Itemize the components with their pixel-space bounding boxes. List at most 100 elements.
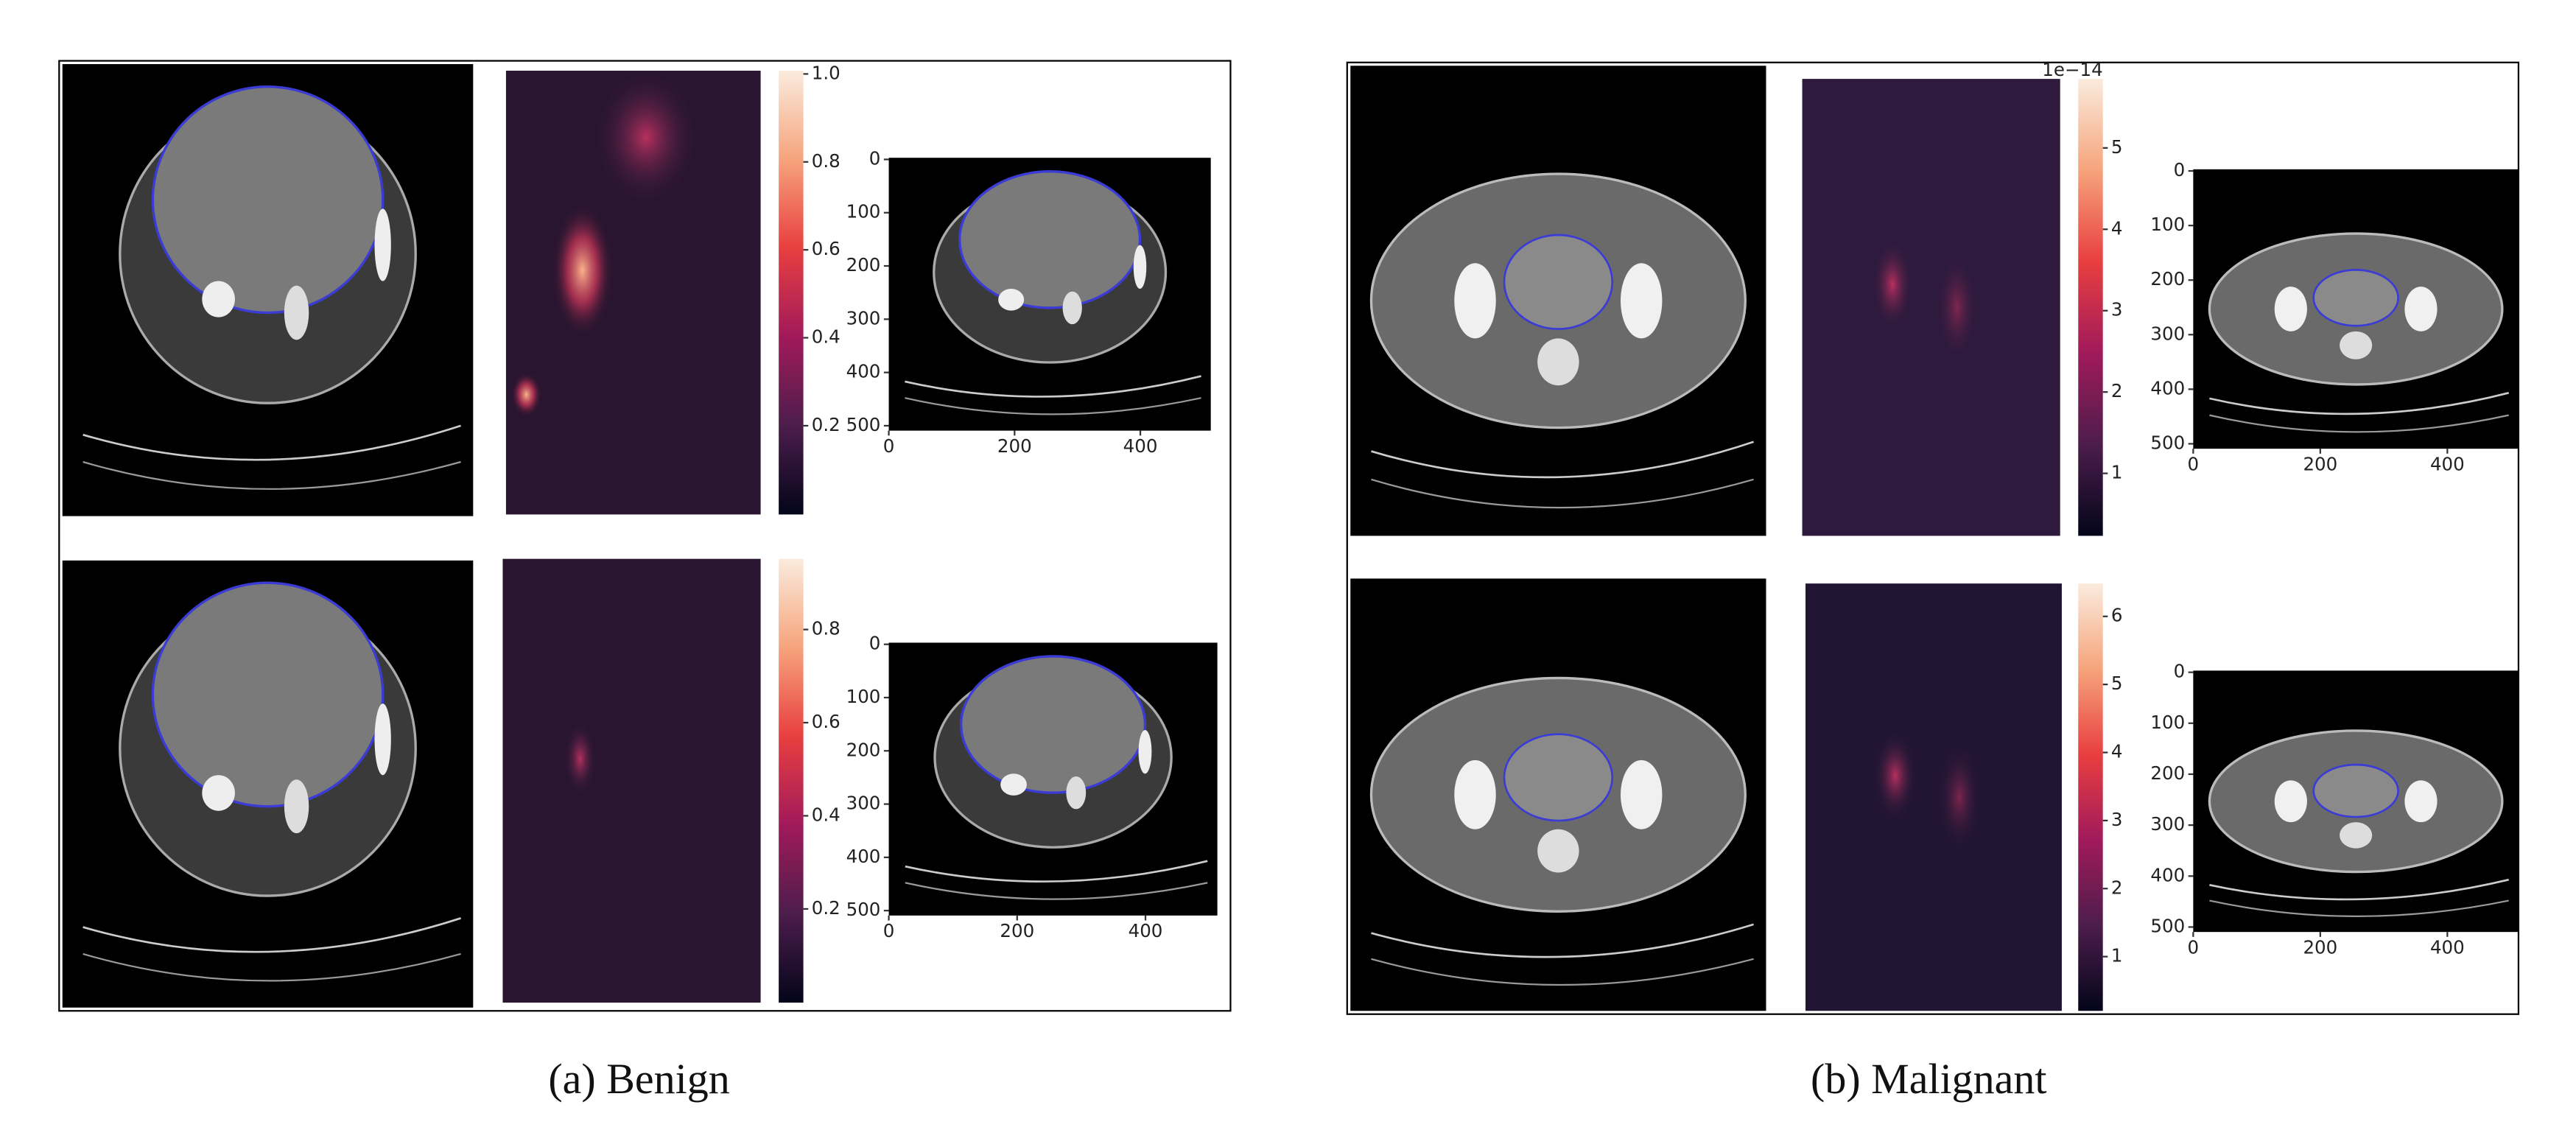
colorbar-tick-label: 4 xyxy=(2111,740,2123,762)
tumor xyxy=(151,85,385,315)
colorbar-tick-label: 6 xyxy=(2111,605,2123,626)
table-curve xyxy=(1371,923,1754,958)
table-curve xyxy=(83,460,461,490)
y-tick-label: 0 xyxy=(869,633,881,654)
colorbar xyxy=(779,70,804,515)
bone xyxy=(1621,759,1663,829)
y-tick-label: 200 xyxy=(846,254,881,276)
table-curve xyxy=(83,952,461,982)
spine xyxy=(2340,331,2373,359)
table-curve xyxy=(2209,414,2509,433)
x-tick-label: 0 xyxy=(2188,453,2200,474)
x-tick-label: 0 xyxy=(883,435,895,457)
ct-image xyxy=(2193,670,2519,933)
bone xyxy=(998,288,1025,311)
table-curve xyxy=(2209,391,2510,415)
y-tick-label: 100 xyxy=(2150,712,2185,733)
bone xyxy=(2404,287,2438,331)
ct-image xyxy=(2193,169,2519,449)
y-tick-label: 0 xyxy=(2174,661,2186,682)
table-curve xyxy=(1371,441,1754,479)
heat-blob xyxy=(1872,239,1914,331)
bone xyxy=(1454,263,1496,339)
bone xyxy=(2274,780,2307,823)
colorbar xyxy=(2078,583,2103,1011)
x-tick-label: 200 xyxy=(997,435,1032,457)
table-curve xyxy=(2209,899,2509,917)
y-tick-label: 400 xyxy=(2150,377,2185,399)
colorbar-tick-label: 0.4 xyxy=(812,804,840,825)
heat-blob xyxy=(564,723,596,794)
table-curve xyxy=(905,375,1201,398)
bone xyxy=(1454,759,1496,829)
colorbar xyxy=(779,558,804,1003)
heatmap xyxy=(1805,583,2062,1011)
bone xyxy=(1000,773,1027,796)
y-tick-label: 300 xyxy=(2150,813,2185,835)
x-tick-label: 0 xyxy=(2188,936,2200,958)
bladder xyxy=(2312,269,2399,327)
x-tick-label: 0 xyxy=(883,920,895,941)
y-tick-label: 500 xyxy=(846,899,881,920)
colorbar-tick-label: 0.2 xyxy=(812,414,840,435)
ct-image xyxy=(1350,66,1766,536)
bone xyxy=(1062,291,1082,325)
table-curve xyxy=(1371,958,1754,986)
tumor xyxy=(958,170,1142,309)
spine xyxy=(1537,338,1579,386)
colorbar-tick-label: 5 xyxy=(2111,136,2123,158)
spine xyxy=(2340,822,2373,849)
heat-blob xyxy=(1938,745,1980,849)
table-curve xyxy=(905,860,1208,883)
colorbar-tick-label: 0.4 xyxy=(812,326,840,348)
colorbar xyxy=(2078,79,2103,536)
x-tick-label: 200 xyxy=(2303,453,2337,474)
table-curve xyxy=(905,882,1208,900)
heat-blob xyxy=(594,70,698,204)
x-tick-label: 400 xyxy=(2430,453,2465,474)
colorbar-tick-label: 4 xyxy=(2111,217,2123,239)
y-tick-label: 100 xyxy=(846,201,881,222)
x-tick-label: 200 xyxy=(1000,920,1034,941)
heat-blob xyxy=(552,203,614,337)
bone xyxy=(2404,780,2438,823)
y-tick-label: 500 xyxy=(2150,432,2185,453)
ct-image xyxy=(62,64,474,516)
y-tick-label: 200 xyxy=(2150,762,2185,784)
ct-image xyxy=(1350,578,1766,1011)
table-curve xyxy=(83,917,461,953)
y-tick-label: 0 xyxy=(869,147,881,169)
bone xyxy=(374,703,391,776)
bone xyxy=(1133,245,1147,289)
colorbar-tick-label: 3 xyxy=(2111,299,2123,320)
bone xyxy=(2274,287,2307,331)
colorbar-tick-label: 0.6 xyxy=(812,711,840,732)
colorbar-tick-label: 2 xyxy=(2111,877,2123,898)
table-curve xyxy=(905,397,1201,415)
tumor xyxy=(960,655,1147,794)
colorbar-tick-label: 3 xyxy=(2111,809,2123,830)
heat-blob xyxy=(1874,733,1916,819)
colorbar-tick-label: 0.2 xyxy=(812,897,840,919)
y-tick-label: 100 xyxy=(2150,214,2185,235)
bladder xyxy=(1503,234,1614,330)
bone xyxy=(202,281,235,317)
bone xyxy=(284,285,309,340)
bone xyxy=(284,779,309,834)
spine xyxy=(1537,829,1579,873)
x-tick-label: 400 xyxy=(1129,920,1163,941)
heatmap xyxy=(502,558,761,1003)
y-tick-label: 0 xyxy=(2174,159,2186,180)
bladder xyxy=(1503,733,1614,822)
bone xyxy=(1066,776,1087,810)
x-tick-label: 400 xyxy=(2430,936,2465,958)
caption: (a) Benign xyxy=(548,1055,729,1103)
y-tick-label: 300 xyxy=(2150,323,2185,344)
colorbar-offset: 1e−14 xyxy=(2042,59,2102,80)
bone xyxy=(202,775,235,811)
ct-image xyxy=(62,560,474,1008)
y-tick-label: 200 xyxy=(846,739,881,760)
colorbar-tick-label: 1.0 xyxy=(812,62,840,83)
